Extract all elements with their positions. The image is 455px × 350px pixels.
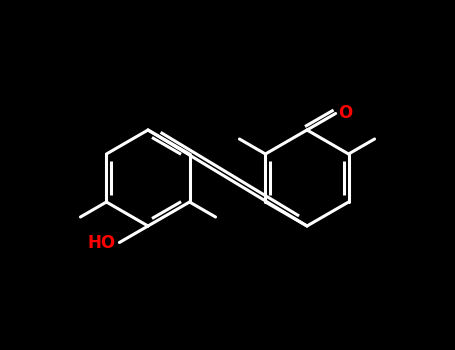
Text: HO: HO	[87, 233, 116, 252]
Text: O: O	[339, 105, 353, 122]
